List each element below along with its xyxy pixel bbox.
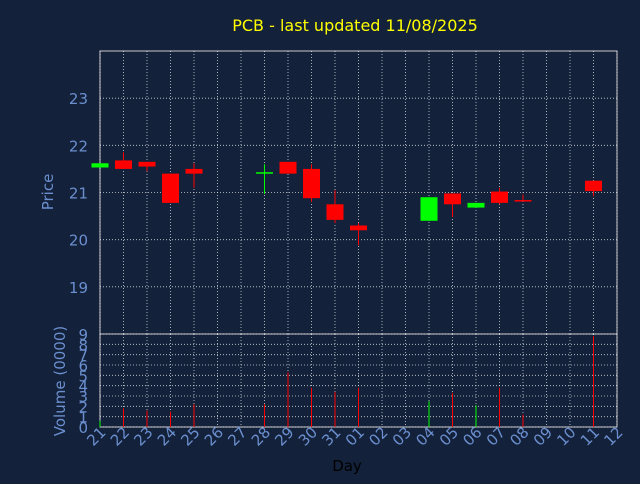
candle-body [491, 191, 508, 203]
candle-body [91, 163, 109, 168]
volume-tick-label: 9 [78, 326, 88, 344]
price-tick-label: 20 [69, 232, 88, 250]
candle-body [420, 197, 438, 221]
volume-tick-label: 2 [78, 398, 88, 416]
volume-tick-label: 4 [78, 378, 88, 396]
volume-tick-label: 1 [78, 409, 88, 427]
price-axis-label: Price [39, 174, 57, 211]
candle-body [350, 225, 367, 231]
chart-title: PCB - last updated 11/08/2025 [232, 16, 478, 35]
candle-body [444, 193, 461, 205]
volume-tick-label: 7 [78, 347, 88, 365]
price-tick-label: 19 [69, 279, 88, 297]
candle-body [467, 202, 485, 208]
candle-body [303, 168, 320, 199]
candle-body [326, 204, 344, 220]
volume-tick-label: 3 [78, 388, 88, 406]
candle-body [585, 180, 602, 192]
candle-body [514, 200, 532, 202]
candle-body [162, 173, 179, 203]
candle-body [115, 160, 132, 169]
volume-tick-label: 6 [78, 357, 88, 375]
candle-body [185, 168, 203, 174]
x-axis-label: Day [332, 457, 362, 475]
price-tick-label: 23 [69, 90, 88, 108]
volume-tick-label: 5 [78, 367, 88, 385]
volume-tick-label: 0 [78, 419, 88, 437]
candle-body [279, 161, 297, 174]
price-tick-label: 21 [69, 185, 88, 203]
candle-body [138, 161, 156, 167]
volume-tick-label: 8 [78, 336, 88, 354]
volume-axis-label: Volume (0000) [51, 326, 69, 436]
candle-body [256, 172, 273, 174]
price-tick-label: 22 [69, 137, 88, 155]
x-axis: 2122232425262728293031010203040506070809… [83, 423, 626, 449]
price-panel: 19 20 21 22 23 [69, 50, 618, 335]
